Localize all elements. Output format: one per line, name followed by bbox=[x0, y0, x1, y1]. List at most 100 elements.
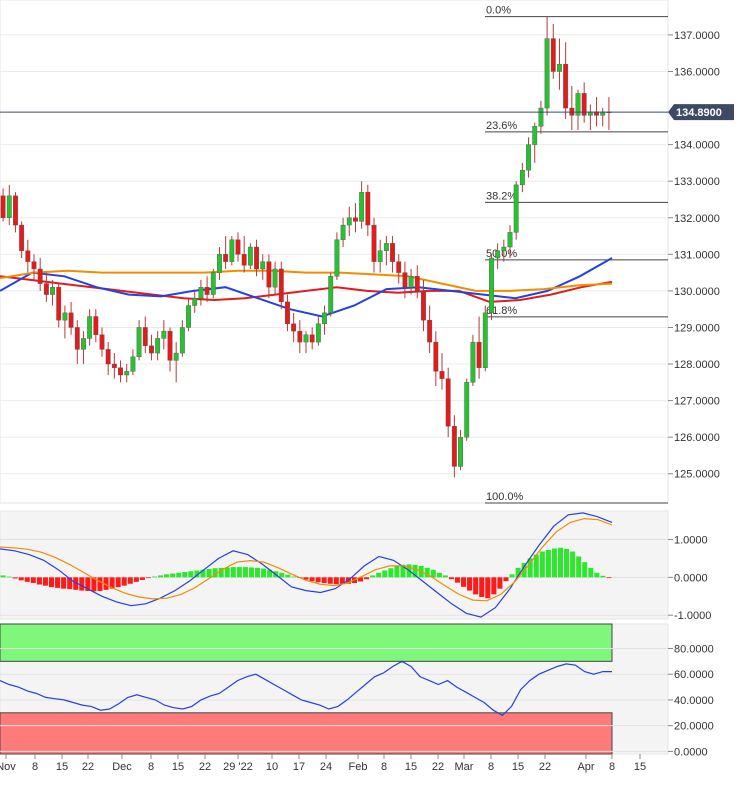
candle-up bbox=[458, 436, 463, 467]
candle-up bbox=[519, 170, 525, 186]
macd-bar-positive bbox=[218, 567, 224, 578]
macd-bar-positive bbox=[279, 572, 285, 578]
candle-up bbox=[538, 107, 544, 127]
macd-bar-negative bbox=[461, 577, 467, 587]
candle-up bbox=[210, 272, 216, 295]
candle-down bbox=[285, 301, 290, 325]
macd-bar-positive bbox=[557, 547, 564, 578]
candle-up bbox=[87, 316, 93, 339]
candle-up bbox=[501, 246, 507, 251]
macd-bar-negative bbox=[24, 577, 30, 582]
candle-down bbox=[396, 261, 402, 273]
time-tick-label: 24 bbox=[320, 761, 332, 773]
macd-bar-negative bbox=[485, 577, 491, 599]
macd-bar-negative bbox=[145, 577, 151, 579]
candle-up bbox=[507, 232, 513, 248]
candle-down bbox=[149, 345, 154, 354]
macd-bar-negative bbox=[115, 577, 121, 588]
time-tick-label: 15 bbox=[512, 761, 524, 773]
macd-bar-negative bbox=[67, 577, 73, 590]
fib-level-label: 38.2% bbox=[486, 190, 517, 202]
time-tick-label: 10 bbox=[266, 761, 278, 773]
candle-down bbox=[581, 93, 587, 116]
macd-bar-positive bbox=[382, 570, 388, 578]
candle-up bbox=[482, 312, 488, 368]
candle-down bbox=[266, 261, 272, 288]
fib-level-label: 0.0% bbox=[486, 5, 511, 17]
rsi-line bbox=[0, 660, 612, 717]
macd-bar-negative bbox=[606, 577, 612, 579]
rsi-oversold-band bbox=[0, 712, 613, 755]
candle-up bbox=[130, 356, 136, 372]
macd-bar-positive bbox=[230, 567, 236, 578]
macd-bar-positive bbox=[564, 548, 570, 578]
macd-bar-positive bbox=[248, 567, 254, 578]
time-tick-label: 22 bbox=[82, 761, 94, 773]
moving-average-line bbox=[0, 269, 613, 292]
candle-up bbox=[179, 327, 185, 354]
time-axis: Nov 8 15 22 Dec 8 15 22 29 '22 10 17 24 Feb 8 15 22 Mar 8… bbox=[0, 754, 646, 773]
macd-bar-negative bbox=[61, 577, 67, 589]
candle-down bbox=[31, 261, 37, 270]
macd-bar-positive bbox=[412, 564, 418, 578]
macd-bar-negative bbox=[18, 577, 24, 581]
candle-up bbox=[217, 254, 222, 273]
candle-down bbox=[278, 268, 284, 303]
macd-bar-negative bbox=[133, 577, 139, 582]
macd-bar-positive bbox=[527, 558, 533, 578]
candle-down bbox=[68, 312, 74, 328]
candle-up bbox=[247, 246, 253, 266]
candle-up bbox=[260, 261, 266, 270]
macd-bar-negative bbox=[327, 577, 333, 584]
time-tick-label: Mar bbox=[455, 761, 474, 773]
macd-bar-positive bbox=[594, 572, 600, 578]
macd-bar-negative bbox=[358, 577, 364, 582]
candle-up bbox=[322, 312, 327, 325]
macd-bar-negative bbox=[491, 577, 497, 595]
candle-down bbox=[111, 363, 117, 368]
macd-bar-positive bbox=[436, 572, 442, 578]
price-tick-label: 129.0000 bbox=[674, 322, 720, 334]
candle-down bbox=[43, 283, 49, 295]
macd-bar-negative bbox=[55, 577, 61, 588]
candle-down bbox=[223, 254, 229, 262]
price-tick-label: 137.0000 bbox=[674, 30, 720, 42]
candle-up bbox=[495, 250, 501, 259]
macd-bar-negative bbox=[503, 577, 509, 582]
candle-down bbox=[93, 316, 99, 335]
candle-up bbox=[124, 371, 130, 376]
macd-bar-negative bbox=[127, 577, 133, 584]
candle-down bbox=[371, 224, 377, 262]
candle-up bbox=[6, 195, 12, 218]
candle-up bbox=[81, 338, 86, 350]
candle-down bbox=[0, 195, 6, 218]
macd-bar-positive bbox=[515, 567, 521, 578]
candle-down bbox=[235, 239, 241, 255]
rsi-tick-label: 0.0000 bbox=[674, 746, 708, 758]
macd-bar-negative bbox=[333, 577, 339, 585]
macd-bar-positive bbox=[551, 548, 557, 578]
current-price-line: 134.8900 bbox=[0, 104, 734, 121]
candle-up bbox=[315, 323, 321, 343]
candle-down bbox=[99, 334, 105, 350]
macd-bar-negative bbox=[97, 577, 103, 591]
candle-down bbox=[105, 349, 111, 365]
candle-down bbox=[414, 276, 420, 292]
macd-bar-positive bbox=[151, 576, 158, 578]
time-tick-label: 15 bbox=[172, 761, 184, 773]
candle-up bbox=[229, 239, 235, 262]
candle-up bbox=[575, 93, 581, 116]
macd-bar-positive bbox=[600, 575, 606, 578]
candle-down bbox=[142, 327, 148, 346]
macd-bar-negative bbox=[30, 577, 36, 583]
time-tick-label: 22 bbox=[199, 761, 211, 773]
candle-up bbox=[408, 276, 414, 288]
candle-down bbox=[390, 243, 395, 262]
rsi-axis: 80.0000 60.0000 40.0000 20.0000 0.0000 bbox=[668, 643, 714, 758]
macd-bar-positive bbox=[576, 556, 582, 578]
time-tick-label: 22 bbox=[432, 761, 444, 773]
macd-bar-positive bbox=[254, 567, 261, 578]
candle-down bbox=[297, 330, 303, 343]
candle-up bbox=[526, 144, 531, 171]
candle-down bbox=[167, 330, 173, 361]
